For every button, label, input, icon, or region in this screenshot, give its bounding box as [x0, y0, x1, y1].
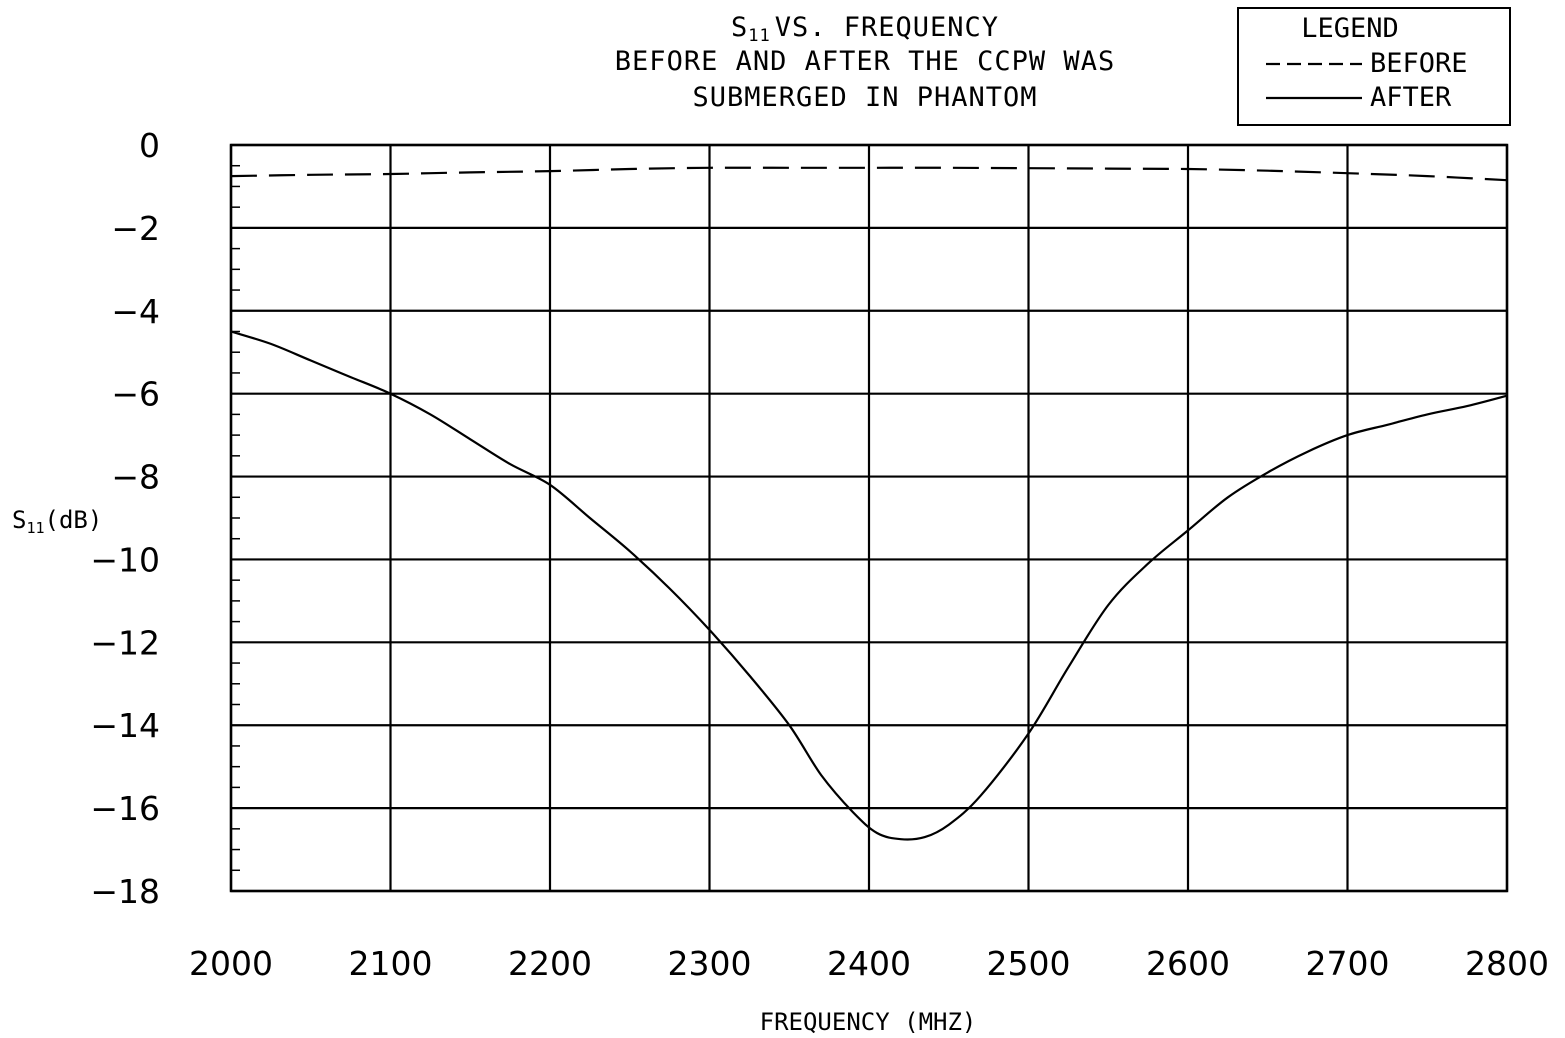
x-tick-label: 2500 [987, 944, 1071, 983]
chart-subtitle-line-1: BEFORE AND AFTER THE CCPW WAS [615, 46, 1115, 77]
y-tick-label: 0 [139, 126, 160, 165]
y-tick-label: −2 [111, 209, 160, 248]
legend: LEGEND BEFORE AFTER [1237, 7, 1511, 126]
y-axis-label: S11(dB) [12, 506, 102, 537]
x-tick-label: 2800 [1465, 944, 1549, 983]
x-tick-label: 2200 [508, 944, 592, 983]
chart-title-subscript: 11 [748, 26, 770, 46]
x-axis-label: FREQUENCY (MHZ) [760, 1008, 977, 1036]
y-tick-label: −8 [111, 458, 160, 497]
plot-frame [229, 143, 1509, 893]
series [230, 166, 1508, 841]
y-axis-label-subscript: 11 [26, 519, 44, 537]
y-axis-label-s: S [12, 506, 26, 534]
grid [229, 143, 1509, 893]
legend-before-label: BEFORE [1370, 48, 1468, 79]
y-tick-label: −18 [90, 872, 160, 911]
y-axis-label-rest: (dB) [45, 506, 103, 534]
y-tick-label: −16 [90, 789, 160, 828]
x-tick-label: 2700 [1306, 944, 1390, 983]
y-tick-label: −14 [90, 706, 160, 745]
y-tick-label: −6 [111, 375, 160, 414]
chart-subtitle-line-2: SUBMERGED IN PHANTOM [692, 82, 1037, 113]
y-tick-label: −10 [90, 540, 160, 579]
x-tick-labels: 2000 2100 2200 2300 2400 2500 2600 2700 2800 [189, 944, 1549, 983]
minor-ticks [231, 144, 240, 892]
chart-title: S11 VS. FREQUENCY [731, 12, 999, 46]
chart-title-s: S [731, 12, 748, 43]
legend-after-label: AFTER [1370, 82, 1452, 113]
x-tick-label: 2400 [827, 944, 911, 983]
x-tick-label: 2000 [189, 944, 273, 983]
legend-title: LEGEND [1301, 13, 1399, 44]
y-tick-label: −4 [111, 292, 160, 331]
x-tick-label: 2600 [1146, 944, 1230, 983]
chart-title-rest: VS. FREQUENCY [775, 12, 999, 43]
x-tick-label: 2300 [668, 944, 752, 983]
y-tick-labels: 0 −2 −4 −6 −8 −10 −12 −14 −16 −18 [90, 126, 160, 911]
legend-box [1237, 7, 1511, 126]
series-line-after [230, 330, 1508, 841]
series-line-before [230, 166, 1508, 182]
x-tick-label: 2100 [349, 944, 433, 983]
y-tick-label: −12 [90, 623, 160, 662]
